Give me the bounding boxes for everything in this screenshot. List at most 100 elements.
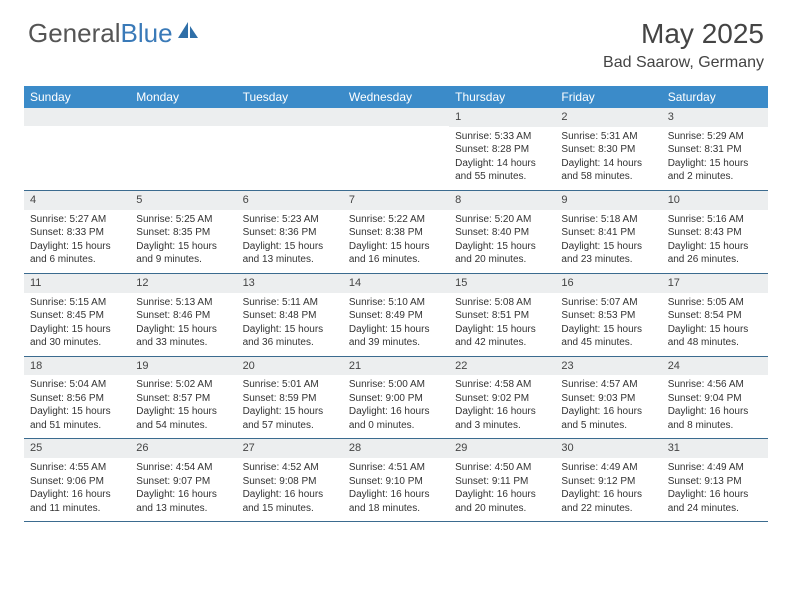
day-cell: 19Sunrise: 5:02 AMSunset: 8:57 PMDayligh… — [130, 357, 236, 439]
sunrise-text: Sunrise: 5:18 AM — [561, 213, 655, 227]
sunset-text: Sunset: 8:57 PM — [136, 392, 230, 406]
day-cell — [237, 108, 343, 190]
dow-saturday: Saturday — [662, 86, 768, 108]
sunrise-text: Sunrise: 5:05 AM — [668, 296, 762, 310]
sunset-text: Sunset: 8:31 PM — [668, 143, 762, 157]
sunrise-text: Sunrise: 4:49 AM — [561, 461, 655, 475]
daylight-text: Daylight: 14 hours and 58 minutes. — [561, 157, 655, 184]
sunrise-text: Sunrise: 5:15 AM — [30, 296, 124, 310]
day-number: 29 — [449, 439, 555, 458]
day-cell: 28Sunrise: 4:51 AMSunset: 9:10 PMDayligh… — [343, 439, 449, 521]
day-number — [237, 108, 343, 126]
day-number: 11 — [24, 274, 130, 293]
sunset-text: Sunset: 8:56 PM — [30, 392, 124, 406]
daylight-text: Daylight: 15 hours and 23 minutes. — [561, 240, 655, 267]
day-cell: 17Sunrise: 5:05 AMSunset: 8:54 PMDayligh… — [662, 274, 768, 356]
day-cell: 23Sunrise: 4:57 AMSunset: 9:03 PMDayligh… — [555, 357, 661, 439]
day-number: 19 — [130, 357, 236, 376]
weeks-container: 1Sunrise: 5:33 AMSunset: 8:28 PMDaylight… — [24, 108, 768, 522]
sunset-text: Sunset: 8:53 PM — [561, 309, 655, 323]
sunset-text: Sunset: 8:45 PM — [30, 309, 124, 323]
sunset-text: Sunset: 9:11 PM — [455, 475, 549, 489]
sunset-text: Sunset: 9:07 PM — [136, 475, 230, 489]
daylight-text: Daylight: 16 hours and 15 minutes. — [243, 488, 337, 515]
day-cell: 30Sunrise: 4:49 AMSunset: 9:12 PMDayligh… — [555, 439, 661, 521]
day-body: Sunrise: 5:23 AMSunset: 8:36 PMDaylight:… — [237, 210, 343, 273]
daylight-text: Daylight: 15 hours and 33 minutes. — [136, 323, 230, 350]
day-cell: 7Sunrise: 5:22 AMSunset: 8:38 PMDaylight… — [343, 191, 449, 273]
day-body: Sunrise: 5:18 AMSunset: 8:41 PMDaylight:… — [555, 210, 661, 273]
sunrise-text: Sunrise: 5:29 AM — [668, 130, 762, 144]
dow-sunday: Sunday — [24, 86, 130, 108]
day-number: 1 — [449, 108, 555, 127]
sunset-text: Sunset: 9:12 PM — [561, 475, 655, 489]
dow-thursday: Thursday — [449, 86, 555, 108]
sunrise-text: Sunrise: 5:31 AM — [561, 130, 655, 144]
sunset-text: Sunset: 8:38 PM — [349, 226, 443, 240]
sunset-text: Sunset: 9:06 PM — [30, 475, 124, 489]
day-number: 6 — [237, 191, 343, 210]
day-cell: 20Sunrise: 5:01 AMSunset: 8:59 PMDayligh… — [237, 357, 343, 439]
sunrise-text: Sunrise: 5:33 AM — [455, 130, 549, 144]
day-body: Sunrise: 5:00 AMSunset: 9:00 PMDaylight:… — [343, 375, 449, 438]
day-body: Sunrise: 5:27 AMSunset: 8:33 PMDaylight:… — [24, 210, 130, 273]
daylight-text: Daylight: 15 hours and 51 minutes. — [30, 405, 124, 432]
daylight-text: Daylight: 15 hours and 30 minutes. — [30, 323, 124, 350]
day-body: Sunrise: 5:15 AMSunset: 8:45 PMDaylight:… — [24, 293, 130, 356]
sunrise-text: Sunrise: 4:58 AM — [455, 378, 549, 392]
day-cell: 6Sunrise: 5:23 AMSunset: 8:36 PMDaylight… — [237, 191, 343, 273]
day-cell: 24Sunrise: 4:56 AMSunset: 9:04 PMDayligh… — [662, 357, 768, 439]
sunrise-text: Sunrise: 4:54 AM — [136, 461, 230, 475]
day-number: 28 — [343, 439, 449, 458]
sunrise-text: Sunrise: 4:50 AM — [455, 461, 549, 475]
daylight-text: Daylight: 16 hours and 22 minutes. — [561, 488, 655, 515]
daylight-text: Daylight: 15 hours and 26 minutes. — [668, 240, 762, 267]
sunrise-text: Sunrise: 5:11 AM — [243, 296, 337, 310]
sunset-text: Sunset: 8:46 PM — [136, 309, 230, 323]
logo-text-blue: Blue — [121, 18, 173, 49]
day-cell: 4Sunrise: 5:27 AMSunset: 8:33 PMDaylight… — [24, 191, 130, 273]
day-body: Sunrise: 5:25 AMSunset: 8:35 PMDaylight:… — [130, 210, 236, 273]
dow-tuesday: Tuesday — [237, 86, 343, 108]
day-cell: 22Sunrise: 4:58 AMSunset: 9:02 PMDayligh… — [449, 357, 555, 439]
daylight-text: Daylight: 16 hours and 0 minutes. — [349, 405, 443, 432]
sunset-text: Sunset: 8:54 PM — [668, 309, 762, 323]
day-number: 23 — [555, 357, 661, 376]
sunset-text: Sunset: 8:33 PM — [30, 226, 124, 240]
day-body: Sunrise: 4:56 AMSunset: 9:04 PMDaylight:… — [662, 375, 768, 438]
dow-friday: Friday — [555, 86, 661, 108]
daylight-text: Daylight: 15 hours and 9 minutes. — [136, 240, 230, 267]
day-body: Sunrise: 4:49 AMSunset: 9:13 PMDaylight:… — [662, 458, 768, 521]
sunset-text: Sunset: 8:51 PM — [455, 309, 549, 323]
sunrise-text: Sunrise: 4:52 AM — [243, 461, 337, 475]
sunrise-text: Sunrise: 5:27 AM — [30, 213, 124, 227]
day-cell: 1Sunrise: 5:33 AMSunset: 8:28 PMDaylight… — [449, 108, 555, 190]
day-body: Sunrise: 5:33 AMSunset: 8:28 PMDaylight:… — [449, 127, 555, 190]
sail-icon — [176, 18, 202, 49]
day-body: Sunrise: 5:13 AMSunset: 8:46 PMDaylight:… — [130, 293, 236, 356]
day-number: 30 — [555, 439, 661, 458]
sunrise-text: Sunrise: 4:49 AM — [668, 461, 762, 475]
sunset-text: Sunset: 8:30 PM — [561, 143, 655, 157]
day-cell: 29Sunrise: 4:50 AMSunset: 9:11 PMDayligh… — [449, 439, 555, 521]
day-body: Sunrise: 5:11 AMSunset: 8:48 PMDaylight:… — [237, 293, 343, 356]
day-body: Sunrise: 4:49 AMSunset: 9:12 PMDaylight:… — [555, 458, 661, 521]
week-row: 18Sunrise: 5:04 AMSunset: 8:56 PMDayligh… — [24, 357, 768, 440]
sunset-text: Sunset: 8:35 PM — [136, 226, 230, 240]
sunset-text: Sunset: 8:48 PM — [243, 309, 337, 323]
week-row: 11Sunrise: 5:15 AMSunset: 8:45 PMDayligh… — [24, 274, 768, 357]
daylight-text: Daylight: 15 hours and 13 minutes. — [243, 240, 337, 267]
sunrise-text: Sunrise: 5:20 AM — [455, 213, 549, 227]
daylight-text: Daylight: 16 hours and 5 minutes. — [561, 405, 655, 432]
day-cell — [343, 108, 449, 190]
day-body: Sunrise: 4:51 AMSunset: 9:10 PMDaylight:… — [343, 458, 449, 521]
sunset-text: Sunset: 9:08 PM — [243, 475, 337, 489]
day-body: Sunrise: 5:02 AMSunset: 8:57 PMDaylight:… — [130, 375, 236, 438]
sunset-text: Sunset: 9:10 PM — [349, 475, 443, 489]
sunset-text: Sunset: 9:03 PM — [561, 392, 655, 406]
sunrise-text: Sunrise: 5:08 AM — [455, 296, 549, 310]
day-number: 27 — [237, 439, 343, 458]
calendar: Sunday Monday Tuesday Wednesday Thursday… — [24, 86, 768, 522]
day-number: 18 — [24, 357, 130, 376]
daylight-text: Daylight: 16 hours and 24 minutes. — [668, 488, 762, 515]
